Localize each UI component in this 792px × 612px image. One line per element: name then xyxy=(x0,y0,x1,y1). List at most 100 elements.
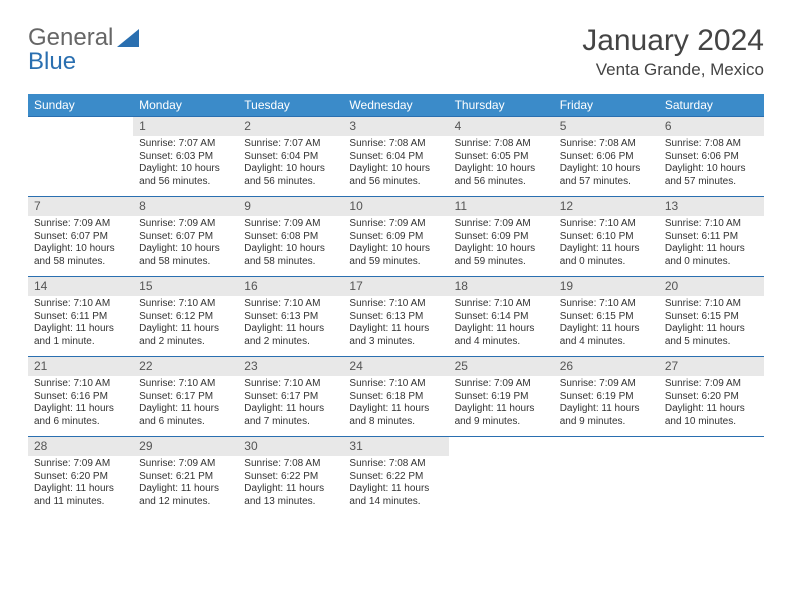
day-number: 11 xyxy=(449,197,554,216)
daylight-text: Daylight: 10 hours and 56 minutes. xyxy=(455,163,548,188)
daylight-text: Daylight: 10 hours and 57 minutes. xyxy=(560,163,653,188)
daylight-text: Daylight: 10 hours and 58 minutes. xyxy=(244,243,337,268)
calendar-cell: 7Sunrise: 7:09 AMSunset: 6:07 PMDaylight… xyxy=(28,197,133,277)
sunset-text: Sunset: 6:19 PM xyxy=(560,391,653,404)
day-body: Sunrise: 7:07 AMSunset: 6:03 PMDaylight:… xyxy=(133,136,238,196)
sunrise-text: Sunrise: 7:08 AM xyxy=(244,458,337,471)
calendar-cell: 9Sunrise: 7:09 AMSunset: 6:08 PMDaylight… xyxy=(238,197,343,277)
sunset-text: Sunset: 6:15 PM xyxy=(665,311,758,324)
sunrise-text: Sunrise: 7:09 AM xyxy=(244,218,337,231)
day-number: 23 xyxy=(238,357,343,376)
sunset-text: Sunset: 6:22 PM xyxy=(244,471,337,484)
sunset-text: Sunset: 6:09 PM xyxy=(349,231,442,244)
day-number: 24 xyxy=(343,357,448,376)
daylight-text: Daylight: 11 hours and 2 minutes. xyxy=(244,323,337,348)
sunrise-text: Sunrise: 7:10 AM xyxy=(349,378,442,391)
calendar-cell: 20Sunrise: 7:10 AMSunset: 6:15 PMDayligh… xyxy=(659,277,764,357)
sunset-text: Sunset: 6:08 PM xyxy=(244,231,337,244)
location: Venta Grande, Mexico xyxy=(582,60,764,80)
weekday-header: Wednesday xyxy=(343,94,448,117)
weekday-header: Friday xyxy=(554,94,659,117)
day-body: Sunrise: 7:10 AMSunset: 6:15 PMDaylight:… xyxy=(659,296,764,356)
sunrise-text: Sunrise: 7:09 AM xyxy=(349,218,442,231)
sunset-text: Sunset: 6:09 PM xyxy=(455,231,548,244)
sunset-text: Sunset: 6:20 PM xyxy=(665,391,758,404)
daylight-text: Daylight: 11 hours and 4 minutes. xyxy=(560,323,653,348)
sunset-text: Sunset: 6:06 PM xyxy=(560,151,653,164)
sunset-text: Sunset: 6:20 PM xyxy=(34,471,127,484)
day-number: 6 xyxy=(659,117,764,136)
daylight-text: Daylight: 11 hours and 12 minutes. xyxy=(139,483,232,508)
day-body: Sunrise: 7:10 AMSunset: 6:11 PMDaylight:… xyxy=(659,216,764,276)
day-number: 14 xyxy=(28,277,133,296)
weekday-header: Tuesday xyxy=(238,94,343,117)
day-body: Sunrise: 7:10 AMSunset: 6:14 PMDaylight:… xyxy=(449,296,554,356)
day-body: Sunrise: 7:09 AMSunset: 6:20 PMDaylight:… xyxy=(28,456,133,516)
sunset-text: Sunset: 6:07 PM xyxy=(139,231,232,244)
sunrise-text: Sunrise: 7:10 AM xyxy=(455,298,548,311)
calendar-row: 14Sunrise: 7:10 AMSunset: 6:11 PMDayligh… xyxy=(28,277,764,357)
day-body: Sunrise: 7:10 AMSunset: 6:13 PMDaylight:… xyxy=(343,296,448,356)
sunset-text: Sunset: 6:15 PM xyxy=(560,311,653,324)
day-number: 2 xyxy=(238,117,343,136)
day-number: 29 xyxy=(133,437,238,456)
sunrise-text: Sunrise: 7:09 AM xyxy=(34,458,127,471)
day-body: Sunrise: 7:09 AMSunset: 6:09 PMDaylight:… xyxy=(343,216,448,276)
day-body: Sunrise: 7:09 AMSunset: 6:07 PMDaylight:… xyxy=(28,216,133,276)
calendar-cell: 8Sunrise: 7:09 AMSunset: 6:07 PMDaylight… xyxy=(133,197,238,277)
calendar-cell xyxy=(449,437,554,517)
day-number xyxy=(449,437,554,456)
daylight-text: Daylight: 11 hours and 6 minutes. xyxy=(34,403,127,428)
logo-triangle-icon xyxy=(117,29,139,47)
day-number: 8 xyxy=(133,197,238,216)
day-body: Sunrise: 7:09 AMSunset: 6:08 PMDaylight:… xyxy=(238,216,343,276)
daylight-text: Daylight: 11 hours and 11 minutes. xyxy=(34,483,127,508)
calendar-cell: 18Sunrise: 7:10 AMSunset: 6:14 PMDayligh… xyxy=(449,277,554,357)
day-number: 1 xyxy=(133,117,238,136)
calendar-cell: 2Sunrise: 7:07 AMSunset: 6:04 PMDaylight… xyxy=(238,117,343,197)
day-body: Sunrise: 7:09 AMSunset: 6:07 PMDaylight:… xyxy=(133,216,238,276)
sunrise-text: Sunrise: 7:10 AM xyxy=(34,378,127,391)
day-number: 25 xyxy=(449,357,554,376)
sunset-text: Sunset: 6:14 PM xyxy=(455,311,548,324)
calendar-cell: 19Sunrise: 7:10 AMSunset: 6:15 PMDayligh… xyxy=(554,277,659,357)
sunset-text: Sunset: 6:16 PM xyxy=(34,391,127,404)
calendar-cell: 16Sunrise: 7:10 AMSunset: 6:13 PMDayligh… xyxy=(238,277,343,357)
calendar-cell: 22Sunrise: 7:10 AMSunset: 6:17 PMDayligh… xyxy=(133,357,238,437)
day-body: Sunrise: 7:10 AMSunset: 6:12 PMDaylight:… xyxy=(133,296,238,356)
daylight-text: Daylight: 11 hours and 13 minutes. xyxy=(244,483,337,508)
header: General January 2024 Venta Grande, Mexic… xyxy=(0,0,792,88)
calendar-cell: 21Sunrise: 7:10 AMSunset: 6:16 PMDayligh… xyxy=(28,357,133,437)
calendar-cell: 10Sunrise: 7:09 AMSunset: 6:09 PMDayligh… xyxy=(343,197,448,277)
calendar-cell: 14Sunrise: 7:10 AMSunset: 6:11 PMDayligh… xyxy=(28,277,133,357)
sunrise-text: Sunrise: 7:07 AM xyxy=(244,138,337,151)
day-body: Sunrise: 7:10 AMSunset: 6:13 PMDaylight:… xyxy=(238,296,343,356)
sunset-text: Sunset: 6:04 PM xyxy=(349,151,442,164)
calendar-row: 21Sunrise: 7:10 AMSunset: 6:16 PMDayligh… xyxy=(28,357,764,437)
month-title: January 2024 xyxy=(582,24,764,58)
calendar-cell: 29Sunrise: 7:09 AMSunset: 6:21 PMDayligh… xyxy=(133,437,238,517)
sunrise-text: Sunrise: 7:07 AM xyxy=(139,138,232,151)
day-number: 16 xyxy=(238,277,343,296)
calendar-cell: 25Sunrise: 7:09 AMSunset: 6:19 PMDayligh… xyxy=(449,357,554,437)
day-body: Sunrise: 7:10 AMSunset: 6:15 PMDaylight:… xyxy=(554,296,659,356)
day-number: 13 xyxy=(659,197,764,216)
sunset-text: Sunset: 6:03 PM xyxy=(139,151,232,164)
day-number: 18 xyxy=(449,277,554,296)
daylight-text: Daylight: 11 hours and 10 minutes. xyxy=(665,403,758,428)
daylight-text: Daylight: 11 hours and 3 minutes. xyxy=(349,323,442,348)
calendar-cell xyxy=(659,437,764,517)
calendar-cell xyxy=(28,117,133,197)
daylight-text: Daylight: 11 hours and 9 minutes. xyxy=(455,403,548,428)
daylight-text: Daylight: 11 hours and 0 minutes. xyxy=(665,243,758,268)
sunset-text: Sunset: 6:11 PM xyxy=(665,231,758,244)
day-number xyxy=(554,437,659,456)
sunrise-text: Sunrise: 7:09 AM xyxy=(455,218,548,231)
weekday-header: Thursday xyxy=(449,94,554,117)
calendar-cell: 26Sunrise: 7:09 AMSunset: 6:19 PMDayligh… xyxy=(554,357,659,437)
sunrise-text: Sunrise: 7:09 AM xyxy=(455,378,548,391)
day-body: Sunrise: 7:08 AMSunset: 6:22 PMDaylight:… xyxy=(238,456,343,516)
logo-text-2: Blue xyxy=(28,48,76,76)
calendar-cell: 13Sunrise: 7:10 AMSunset: 6:11 PMDayligh… xyxy=(659,197,764,277)
day-number: 22 xyxy=(133,357,238,376)
